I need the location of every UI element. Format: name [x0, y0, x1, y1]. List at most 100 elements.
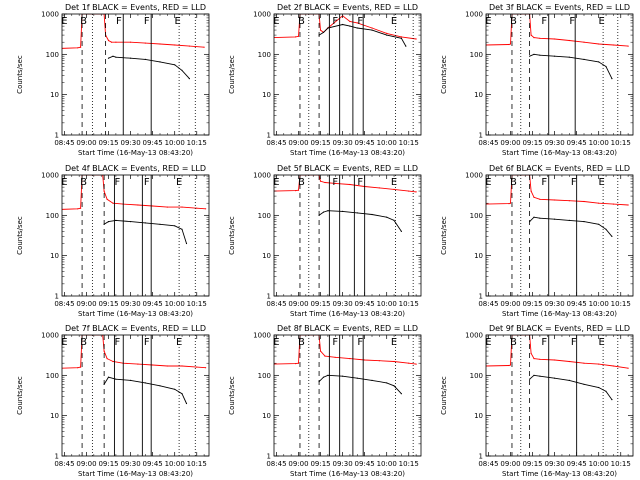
- lld-point: [533, 196, 535, 198]
- x-tick-label: 09:45: [567, 460, 587, 468]
- segment-label: E: [391, 177, 397, 188]
- x-tick-label: 10:15: [187, 300, 207, 308]
- x-tick-label: 09:45: [143, 460, 163, 468]
- lld-point: [393, 360, 395, 363]
- lld-point: [530, 190, 532, 192]
- lld-point: [137, 363, 139, 365]
- lld-point: [554, 38, 556, 40]
- lld-point: [612, 365, 615, 367]
- x-tick-label: 09:30: [121, 139, 141, 147]
- lld-point: [166, 206, 168, 208]
- events-point: [181, 393, 183, 395]
- events-point: [322, 211, 325, 213]
- events-point: [159, 385, 161, 387]
- events-point: [327, 27, 329, 29]
- lld-point: [364, 359, 366, 361]
- y-tick-label: 100: [46, 372, 59, 380]
- x-tick-label: 09:45: [355, 300, 375, 308]
- lld-point: [568, 39, 570, 42]
- lld-point: [554, 199, 556, 201]
- x-tick-label: 09:45: [567, 300, 587, 308]
- y-axis-label: Counts/sec: [16, 376, 24, 415]
- events-point: [605, 228, 607, 230]
- y-tick-label: 1000: [253, 332, 271, 340]
- y-tick-label: 1: [55, 453, 59, 461]
- y-tick-label: 1000: [253, 172, 271, 180]
- segment-label: B: [510, 16, 517, 27]
- events-point: [371, 213, 373, 216]
- x-tick-label: 09:15: [310, 460, 330, 468]
- chart-panel: E B F F E Det 6f BLACK = Events, RED = LLD 1 10…: [440, 164, 634, 318]
- x-tick-label: 09:30: [333, 139, 353, 147]
- x-tick-label: 09:30: [545, 300, 565, 308]
- events-point: [107, 221, 110, 223]
- segment-label: B: [80, 337, 87, 348]
- x-tick-label: 09:00: [500, 139, 520, 147]
- segment-label: B: [298, 16, 305, 27]
- events-point: [159, 223, 161, 225]
- events-point: [356, 27, 358, 29]
- panel-title: Det 6f BLACK = Events, RED = LLD: [489, 164, 630, 173]
- events-point: [342, 375, 344, 377]
- lld-point: [334, 182, 336, 184]
- lld-point: [319, 29, 322, 31]
- x-tick-label: 10:00: [165, 300, 185, 308]
- x-tick-label: 09:45: [355, 460, 375, 468]
- events-point: [356, 212, 358, 214]
- events-point: [115, 219, 117, 221]
- segment-label: E: [61, 177, 67, 188]
- events-series-line: [529, 53, 613, 79]
- lld-point: [349, 20, 351, 23]
- x-tick-label: 09:30: [545, 460, 565, 468]
- lld-point: [103, 350, 105, 352]
- events-point: [400, 230, 402, 232]
- x-tick-label: 08:45: [54, 460, 74, 468]
- x-tick-label: 10:15: [611, 460, 631, 468]
- segment-label: F: [569, 16, 575, 27]
- lld-point: [112, 202, 114, 204]
- lld-point: [568, 200, 570, 202]
- plot-frame: [61, 334, 210, 457]
- events-point: [174, 225, 176, 227]
- x-tick-label: 09:15: [522, 139, 542, 147]
- events-point: [342, 23, 344, 26]
- plot-frame: [485, 174, 634, 297]
- x-tick-label: 09:30: [545, 139, 565, 147]
- events-series-line: [108, 55, 190, 79]
- x-tick-label: 08:45: [54, 139, 74, 147]
- events-series-line: [318, 24, 407, 47]
- events-point: [322, 376, 325, 378]
- plot-frame: [485, 334, 634, 457]
- segment-label: F: [357, 337, 363, 348]
- y-tick-label: 100: [258, 212, 271, 220]
- lld-point: [508, 203, 510, 205]
- plot-frame: [273, 13, 422, 136]
- segment-label: B: [510, 337, 517, 348]
- events-point: [107, 376, 110, 378]
- y-tick-label: 1: [55, 293, 59, 301]
- chart-panel: E B F F E Det 7f BLACK = Events, RED = LLD 1 10…: [16, 324, 210, 478]
- lld-point: [159, 43, 161, 45]
- lld-point: [107, 39, 110, 42]
- lld-point: [415, 38, 417, 40]
- segment-label: B: [510, 177, 517, 188]
- lld-point: [181, 365, 183, 367]
- y-tick-label: 10: [262, 91, 271, 99]
- x-tick-label: 10:15: [187, 139, 207, 147]
- segment-label: F: [144, 177, 150, 188]
- x-tick-label: 10:00: [165, 139, 185, 147]
- events-point: [144, 58, 146, 61]
- events-point: [529, 378, 531, 380]
- events-point: [322, 31, 325, 33]
- segment-label: F: [116, 16, 122, 27]
- lld-point: [295, 36, 297, 38]
- segment-label: F: [144, 16, 150, 27]
- x-tick-label: 09:00: [500, 300, 520, 308]
- y-tick-label: 1000: [41, 172, 59, 180]
- segment-label: F: [114, 177, 120, 188]
- lld-point: [568, 360, 570, 363]
- lld-point: [205, 208, 207, 210]
- y-tick-label: 1000: [41, 11, 59, 19]
- lld-point: [181, 206, 183, 208]
- lld-point: [205, 367, 207, 369]
